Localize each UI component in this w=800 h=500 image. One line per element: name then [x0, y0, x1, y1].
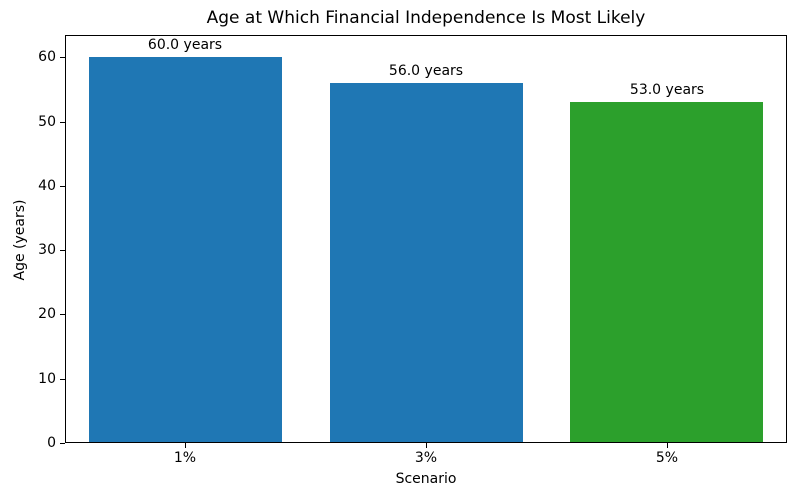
- bar-1%: [89, 57, 282, 443]
- y-axis-tick: [60, 122, 65, 123]
- y-tick-label: 30: [38, 242, 56, 258]
- x-axis-tick: [426, 443, 427, 448]
- y-tick-label: 40: [38, 178, 56, 194]
- y-tick-label: 50: [38, 114, 56, 130]
- y-tick-label: 20: [38, 306, 56, 322]
- plot-area: 60.0 years 56.0 years 53.0 years: [65, 35, 787, 443]
- y-tick-label: 0: [47, 435, 56, 451]
- x-tick-label: 1%: [173, 450, 197, 466]
- x-axis-tick: [667, 443, 668, 448]
- bar-value-label: 56.0 years: [388, 63, 464, 79]
- bar-5%: [570, 102, 763, 443]
- y-axis-label: Age (years): [12, 199, 28, 281]
- y-axis-tick: [60, 250, 65, 251]
- y-axis-tick: [60, 314, 65, 315]
- x-axis-label: Scenario: [395, 471, 457, 487]
- y-axis-tick: [60, 443, 65, 444]
- bar-value-label: 60.0 years: [147, 37, 223, 53]
- y-axis-tick: [60, 186, 65, 187]
- y-tick-label: 10: [38, 371, 56, 387]
- bar-value-label: 53.0 years: [629, 82, 705, 98]
- x-tick-label: 5%: [655, 450, 679, 466]
- y-axis-tick: [60, 57, 65, 58]
- chart-title: Age at Which Financial Independence Is M…: [206, 8, 646, 28]
- x-axis-tick: [185, 443, 186, 448]
- bar-3%: [330, 83, 523, 443]
- x-tick-label: 3%: [414, 450, 438, 466]
- y-axis-tick: [60, 379, 65, 380]
- y-tick-label: 60: [38, 49, 56, 65]
